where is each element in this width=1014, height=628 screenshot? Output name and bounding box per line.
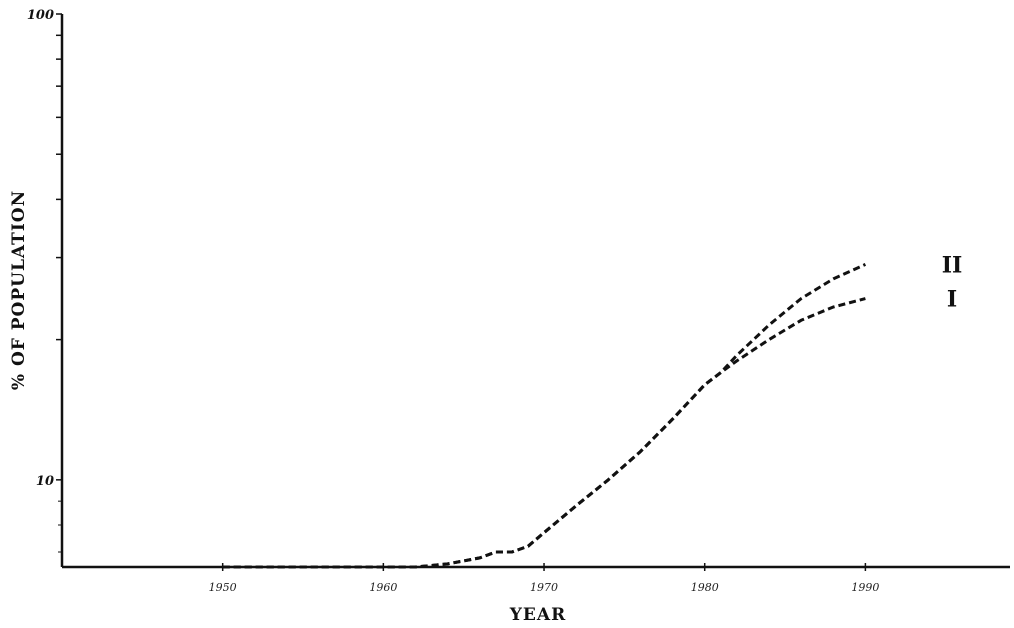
tick-labels: 1950 1960 1970 1980 1990 10 100: [27, 8, 880, 594]
x-tick-label: 1990: [851, 581, 879, 594]
y-axis-title: % OF POPULATION: [9, 190, 29, 390]
series-label-II: II: [942, 252, 963, 278]
series-lines: [222, 263, 867, 569]
y-tick-label: 100: [27, 8, 54, 23]
series-line-I: [222, 297, 866, 569]
series-line-II: [222, 263, 867, 569]
x-axis-title: YEAR: [509, 605, 566, 625]
y-tick-label: 10: [36, 474, 54, 489]
tick-marks: [56, 13, 867, 571]
axes: [60, 14, 1010, 569]
series-labels: III: [942, 252, 963, 312]
series-label-I: I: [947, 287, 957, 313]
x-tick-label: 1960: [369, 581, 397, 594]
x-tick-label: 1970: [530, 581, 558, 594]
x-tick-label: 1980: [691, 581, 719, 594]
x-tick-label: 1950: [209, 581, 237, 594]
